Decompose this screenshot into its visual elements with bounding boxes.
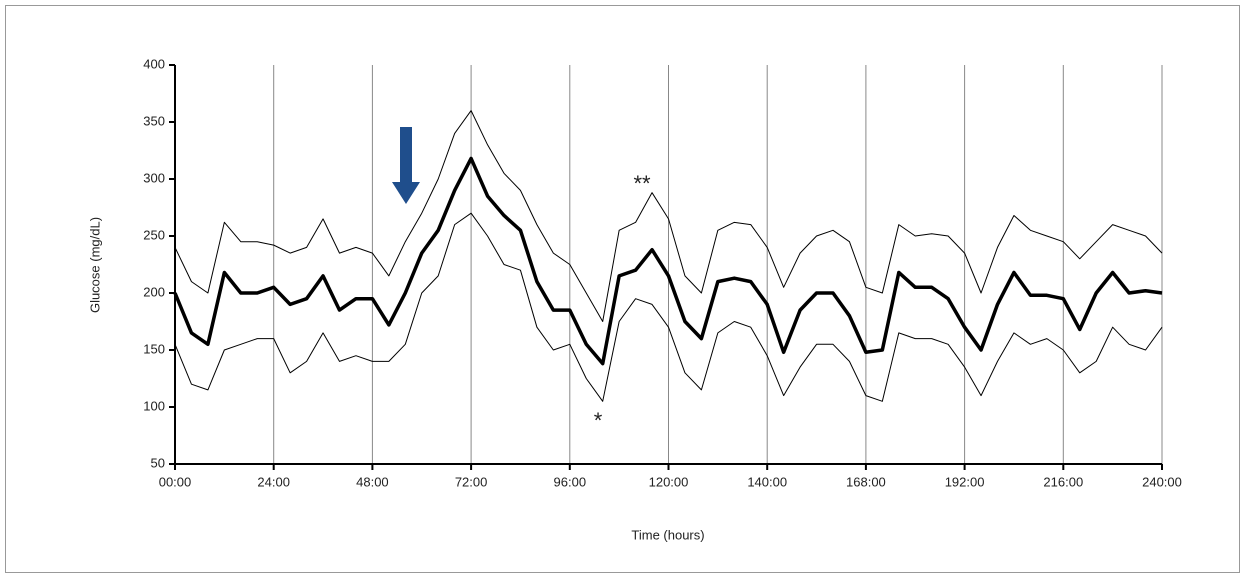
series-line	[174, 110, 1163, 322]
series-line	[173, 156, 1163, 366]
x-tick-label: 00:00	[159, 474, 192, 489]
y-tick-label: 200	[143, 284, 165, 299]
x-tick-label: 24:00	[257, 474, 290, 489]
x-tick-label: 72:00	[455, 474, 488, 489]
frame	[5, 5, 1240, 573]
y-tick-label: 100	[143, 398, 165, 413]
annotation: *	[594, 408, 603, 433]
x-tick-label: 216:00	[1043, 474, 1083, 489]
x-tick-label: 240:00	[1142, 474, 1182, 489]
arrow	[392, 127, 420, 204]
x-tick-label: 192:00	[945, 474, 985, 489]
x-tick-label: 120:00	[649, 474, 689, 489]
y-tick-label: 250	[143, 227, 165, 242]
x-tick-label: 96:00	[554, 474, 587, 489]
series-line	[174, 212, 1163, 402]
x-tick-label: 48:00	[356, 474, 389, 489]
x-axis-label: Time (hours)	[631, 527, 704, 542]
y-tick-label: 400	[143, 56, 165, 71]
x-tick-label: 140:00	[747, 474, 787, 489]
y-tick-label: 150	[143, 341, 165, 356]
x-tick-label: 168:00	[846, 474, 886, 489]
y-axis-label: Glucose (mg/dL)	[87, 217, 102, 313]
y-tick-label: 50	[151, 455, 165, 470]
y-tick-label: 300	[143, 170, 165, 185]
annotation: **	[633, 171, 651, 196]
y-tick-label: 350	[143, 113, 165, 128]
